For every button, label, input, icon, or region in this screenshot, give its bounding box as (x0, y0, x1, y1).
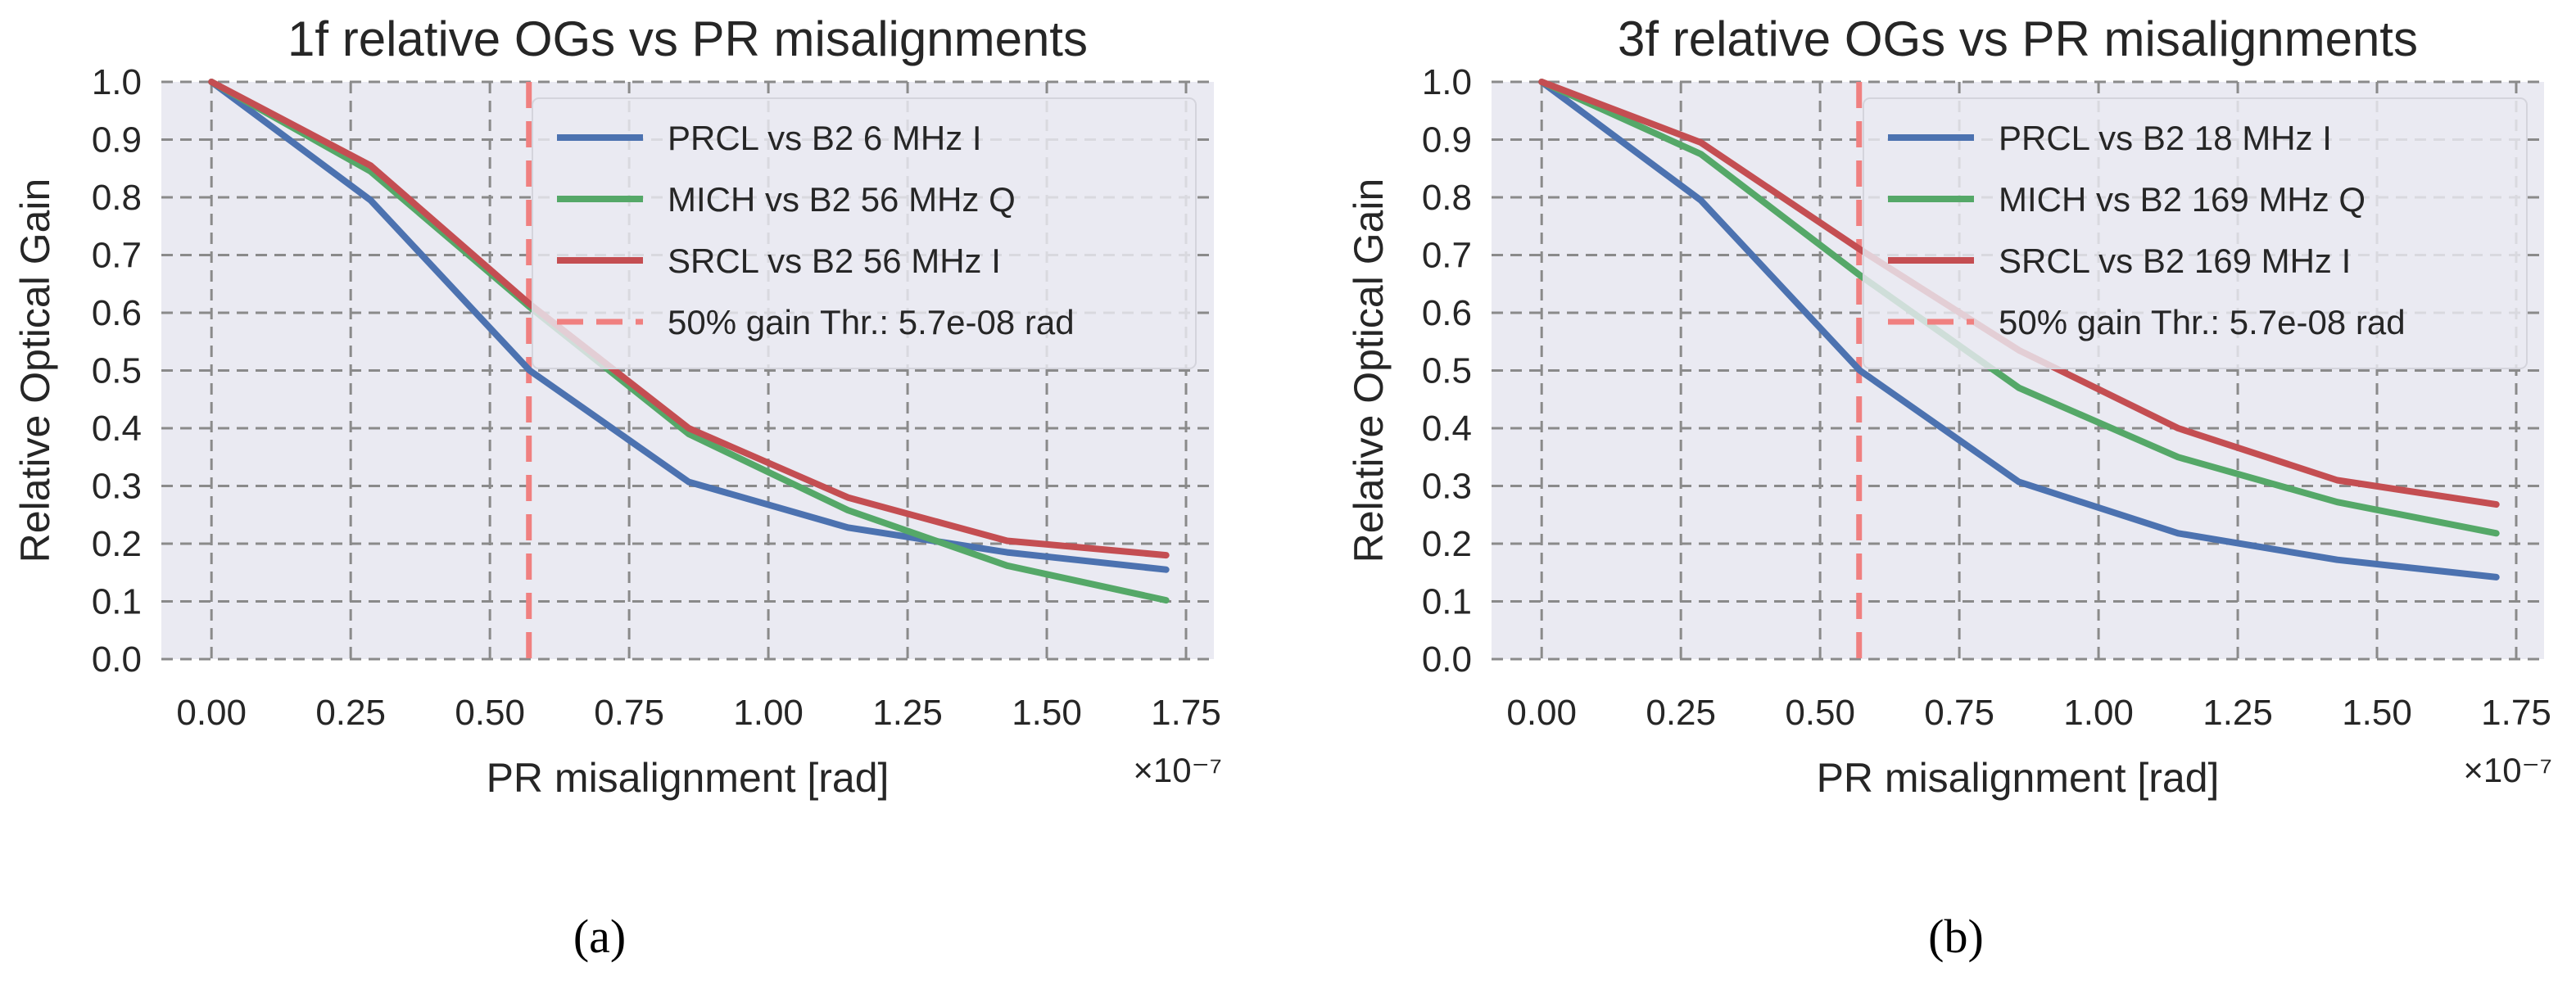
x-tick-label: 1.00 (733, 693, 804, 733)
y-tick-label: 0.8 (1422, 178, 1472, 218)
x-tick-label: 1.50 (2342, 693, 2412, 733)
panel-a: 0.00 0.25 0.50 0.75 1.00 1.25 1.50 1.75 0.0 0.1 0.… (12, 11, 1222, 963)
subfigure-label: (b) (1928, 910, 1984, 963)
x-tick-label: 1.25 (2203, 693, 2273, 733)
x-tick-label: 0.00 (176, 693, 247, 733)
y-tick-label: 0.1 (1422, 582, 1472, 622)
chart-title: 3f relative OGs vs PR misalignments (1618, 11, 2418, 66)
x-axis-label: PR misalignment [rad] (487, 755, 890, 801)
legend-box (532, 97, 1197, 369)
legend: PRCL vs B2 18 MHz I MICH vs B2 169 MHz Q S… (1863, 97, 2528, 369)
y-tick-label: 0.7 (92, 236, 142, 276)
y-tick-label: 0.2 (92, 524, 142, 564)
y-axis-label: Relative Optical Gain (12, 178, 58, 563)
legend-box (1863, 97, 2528, 369)
x-tick-label: 1.00 (2063, 693, 2134, 733)
y-tick-label: 0.3 (1422, 467, 1472, 507)
y-axis-label: Relative Optical Gain (1346, 178, 1392, 563)
legend-entry-label: PRCL vs B2 18 MHz I (1999, 119, 2332, 157)
legend-entry-label: 50% gain Thr.: 5.7e-08 rad (1999, 303, 2406, 341)
x-tick-label: 0.75 (1924, 693, 1994, 733)
series-line-1 (208, 79, 1170, 604)
y-tick-label: 0.4 (1422, 409, 1472, 449)
legend-entry-label: MICH vs B2 169 MHz Q (1999, 180, 2365, 219)
y-tick-label: 0.6 (1422, 293, 1472, 333)
y-tick-label: 0.9 (1422, 120, 1472, 160)
x-offset-text: ×10⁻⁷ (2463, 751, 2552, 789)
y-tick-label: 1.0 (92, 62, 142, 102)
x-tick-label: 0.50 (1785, 693, 1855, 733)
y-tick-label: 0.0 (1422, 639, 1472, 680)
y-tick-label: 0.9 (92, 120, 142, 160)
legend: PRCL vs B2 6 MHz I MICH vs B2 56 MHz Q SRC… (532, 97, 1197, 369)
y-tick-label: 0.5 (1422, 351, 1472, 391)
series-line-2 (208, 79, 1170, 559)
x-tick-label: 0.25 (315, 693, 386, 733)
x-tick-label: 1.25 (872, 693, 943, 733)
legend-entry-label: SRCL vs B2 169 MHz I (1999, 242, 2351, 280)
y-tick-label: 0.7 (1422, 236, 1472, 276)
y-tick-label: 0.8 (92, 178, 142, 218)
y-tick-label: 1.0 (1422, 62, 1472, 102)
chart-title: 1f relative OGs vs PR misalignments (287, 11, 1088, 66)
x-tick-label: 0.50 (455, 693, 525, 733)
x-tick-label: 1.75 (2481, 693, 2551, 733)
y-tick-label: 0.5 (92, 351, 142, 391)
x-tick-label: 0.25 (1646, 693, 1716, 733)
x-axis-label: PR misalignment [rad] (1817, 755, 2220, 801)
legend-entry-label: SRCL vs B2 56 MHz I (668, 242, 1001, 280)
series-line-0 (208, 79, 1170, 573)
y-tick-label: 0.6 (92, 293, 142, 333)
y-tick-label: 0.0 (92, 639, 142, 680)
panel-b: 0.00 0.25 0.50 0.75 1.00 1.25 1.50 1.75 0.0 0.1 0.… (1346, 11, 2552, 963)
legend-entry-label: MICH vs B2 56 MHz Q (668, 180, 1016, 219)
legend-entry-label: PRCL vs B2 6 MHz I (668, 119, 982, 157)
x-tick-label: 1.75 (1151, 693, 1221, 733)
series-line-1 (1538, 79, 2500, 537)
y-tick-label: 0.2 (1422, 524, 1472, 564)
y-tick-label: 0.4 (92, 409, 142, 449)
x-tick-label: 0.75 (594, 693, 664, 733)
x-offset-text: ×10⁻⁷ (1133, 751, 1222, 789)
y-tick-label: 0.3 (92, 467, 142, 507)
y-tick-label: 0.1 (92, 582, 142, 622)
legend-entry-label: 50% gain Thr.: 5.7e-08 rad (668, 303, 1075, 341)
x-tick-label: 1.50 (1012, 693, 1082, 733)
subfigure-label: (a) (573, 910, 626, 963)
x-tick-label: 0.00 (1506, 693, 1577, 733)
series-line-0 (1538, 79, 2500, 581)
